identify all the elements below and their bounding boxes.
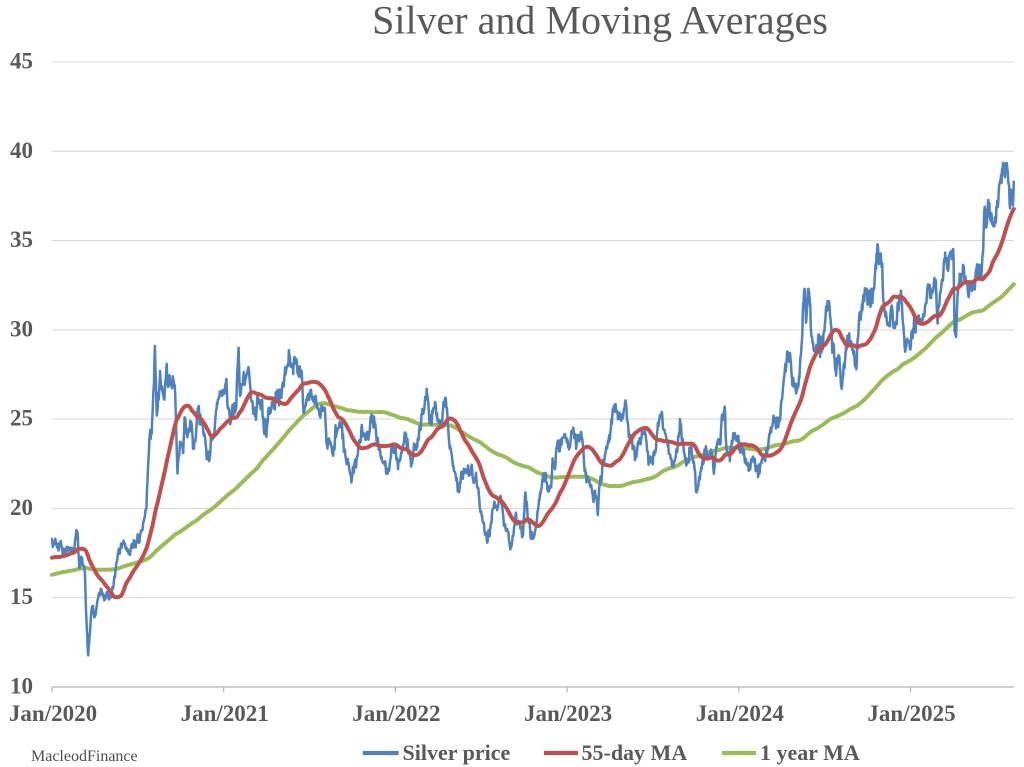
svg-text:10: 10 [10,674,33,699]
svg-text:20: 20 [10,495,33,520]
svg-text:55-day MA: 55-day MA [582,740,688,765]
svg-text:35: 35 [10,227,33,252]
svg-text:Jan/2021: Jan/2021 [181,701,269,726]
svg-text:25: 25 [10,406,33,431]
svg-text:Silver price: Silver price [403,740,511,765]
svg-text:Jan/2025: Jan/2025 [867,701,955,726]
svg-text:Silver and Moving Averages: Silver and Moving Averages [372,0,828,43]
svg-text:30: 30 [10,316,33,341]
svg-text:MacleodFinance: MacleodFinance [31,748,138,765]
svg-text:Jan/2024: Jan/2024 [696,701,785,726]
svg-text:15: 15 [10,584,33,609]
svg-text:Jan/2022: Jan/2022 [352,701,440,726]
svg-text:45: 45 [10,49,33,74]
svg-text:40: 40 [10,138,33,163]
svg-text:Jan/2020: Jan/2020 [9,701,97,726]
svg-text:1 year MA: 1 year MA [760,740,860,765]
svg-text:Jan/2023: Jan/2023 [524,701,612,726]
